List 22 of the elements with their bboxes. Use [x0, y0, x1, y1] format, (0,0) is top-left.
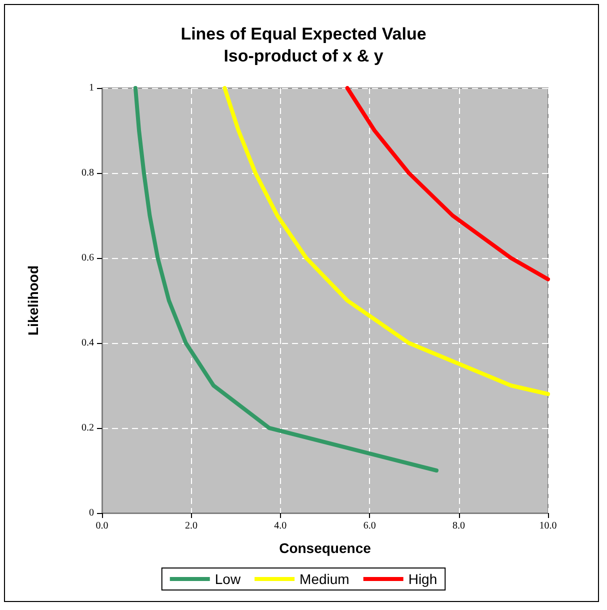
y-tick-label: 0.4 [82, 338, 94, 348]
x-tick-label: 4.0 [274, 520, 287, 532]
x-tick-label: 8.0 [452, 520, 466, 532]
line-series [133, 86, 438, 472]
x-tick-label: 2.0 [184, 520, 198, 532]
y-tick-label: 0.2 [82, 422, 94, 434]
legend-label: Low [214, 571, 242, 587]
y-tick-label: 0.6 [82, 252, 94, 264]
x-axis-title: Consequence [279, 540, 372, 556]
x-tick-label: 0.0 [96, 520, 108, 532]
legend-label: High [408, 571, 438, 587]
x-tick-label: 6.0 [363, 520, 376, 532]
line-series [345, 86, 550, 282]
chart-title: Lines of Equal Expected Value [180, 24, 426, 44]
line-series [222, 86, 550, 396]
y-tick-label: 1 [89, 82, 94, 94]
y-tick-label: 0.8 [82, 168, 94, 178]
x-tick-label: 10.0 [539, 520, 557, 532]
chart-subtitle: Iso-product of x & y [224, 46, 384, 66]
y-axis-title: Likelihood [25, 266, 41, 336]
legend-label: Medium [300, 571, 350, 587]
y-tick-label: 0 [89, 508, 94, 518]
